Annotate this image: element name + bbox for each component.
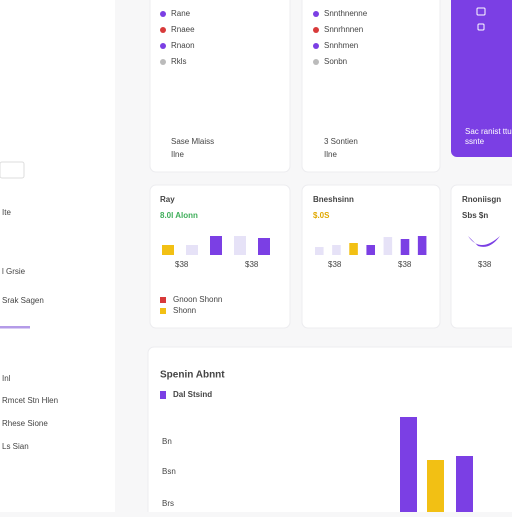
legend-text: Gnoon Shonn — [173, 295, 222, 304]
bar — [332, 245, 341, 255]
card-title: Rnoniisgn — [462, 195, 501, 204]
axis-label: Bsn — [162, 467, 176, 476]
icon — [468, 236, 500, 247]
bar — [349, 243, 358, 255]
section-subtitle: Dal Stsind — [173, 390, 212, 399]
axis-label: Bn — [162, 437, 172, 446]
list-item: Snnthnenne — [324, 9, 368, 18]
nav-item: l Grsie — [2, 267, 26, 276]
bar-label: $38 — [398, 260, 412, 269]
bar-label: $38 — [175, 260, 189, 269]
icon — [476, 7, 486, 16]
promo-text: ssnte — [465, 137, 485, 146]
legend-swatch — [160, 297, 166, 303]
status-dot — [313, 59, 319, 65]
card — [149, 0, 291, 173]
list-item: Rane — [171, 9, 191, 18]
status-dot — [160, 59, 166, 65]
status-dot — [313, 43, 319, 49]
footer-text: 3 Sontien — [324, 137, 358, 146]
bar — [417, 236, 427, 255]
promo-card[interactable] — [451, 0, 512, 157]
bar — [162, 245, 174, 255]
icon — [160, 391, 166, 399]
status-dot — [313, 11, 319, 17]
card — [147, 346, 512, 517]
section-title: Spenin Abnnt — [160, 370, 225, 381]
list-item: Rkls — [171, 57, 187, 66]
bar — [456, 456, 473, 512]
nav-item: Inl — [2, 374, 11, 383]
status-dot — [160, 43, 166, 49]
bar — [427, 460, 444, 512]
nav-item: Ls Sian — [2, 442, 29, 451]
list-item: Rnaon — [171, 41, 195, 50]
card — [149, 184, 291, 329]
card-title: Ray — [160, 195, 175, 204]
status-dot — [160, 11, 166, 17]
icon — [477, 23, 485, 31]
legend-swatch — [160, 308, 166, 314]
card — [450, 184, 512, 329]
bar-label: $38 — [328, 260, 342, 269]
card-value: Sbs $n — [462, 211, 488, 220]
status-dot — [313, 27, 319, 33]
axis-label: Brs — [162, 499, 174, 508]
nav-item: Rmcet Stn Hlen — [2, 396, 58, 405]
legend-text: Shonn — [173, 306, 196, 315]
card-value: 8.0l Alonn — [160, 211, 198, 220]
bar — [400, 239, 410, 255]
list-item: Snnrhnnen — [324, 25, 363, 34]
sidebar — [0, 0, 115, 512]
bar — [383, 237, 393, 255]
bar — [366, 245, 375, 255]
nav-item: Srak Sagen — [2, 296, 44, 305]
promo-text: Sac ranist ttu — [465, 127, 512, 136]
nav-item: Ite — [2, 208, 11, 217]
search-box[interactable] — [0, 161, 25, 179]
footer-text: Sase Mlaiss — [171, 137, 214, 146]
list-item: Rnaee — [171, 25, 195, 34]
bar — [234, 236, 246, 255]
status-dot — [160, 27, 166, 33]
bar — [186, 245, 198, 255]
card — [301, 184, 441, 329]
bar — [258, 238, 270, 255]
list-item: Snnhmen — [324, 41, 358, 50]
footer-text: Ilne — [171, 150, 184, 159]
card-title: Bneshsinn — [313, 195, 354, 204]
list-item: Sonbn — [324, 57, 347, 66]
footer-text: Ilne — [324, 150, 337, 159]
bar-label: $38 — [245, 260, 259, 269]
active-indicator — [0, 326, 30, 329]
bar — [400, 417, 417, 512]
nav-item: Rhese Sione — [2, 419, 48, 428]
bar-label: $38 — [478, 260, 492, 269]
card — [301, 0, 441, 173]
bar — [315, 247, 324, 255]
bar — [210, 236, 222, 255]
card-value: $.0S — [313, 211, 330, 220]
